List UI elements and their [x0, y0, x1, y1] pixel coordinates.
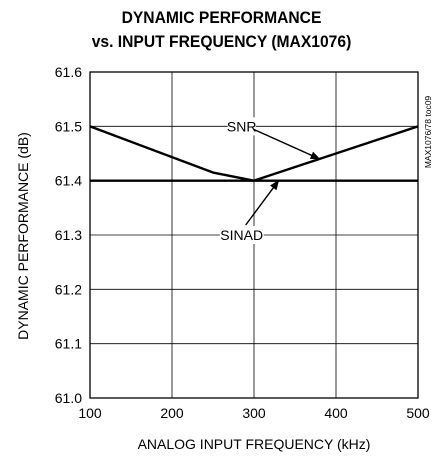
tick-labels: 100 200 300 400 500 61.0 61.1 61.2 61.3 61.4 61.5 6… [55, 64, 430, 421]
x-tick-label-3: 400 [324, 405, 348, 421]
chart-title-line-2: vs. INPUT FREQUENCY (MAX1076) [91, 32, 352, 51]
x-tick-label-2: 300 [242, 405, 266, 421]
y-tick-label-0: 61.0 [55, 390, 82, 406]
y-tick-label-5: 61.5 [55, 118, 82, 134]
x-axis-label: ANALOG INPUT FREQUENCY (kHz) [138, 436, 371, 452]
watermark-code: MAX1076/78 toc09 [423, 96, 433, 169]
annotations: SNR SINAD [219, 117, 321, 244]
annotation-bg-sinad [219, 226, 264, 244]
annotation-arrow-snr [253, 128, 321, 160]
chart-title-line-1: DYNAMIC PERFORMANCE [121, 8, 322, 27]
x-tick-label-1: 200 [160, 405, 184, 421]
x-tick-label-0: 100 [78, 405, 102, 421]
y-tick-label-4: 61.4 [55, 173, 82, 189]
annotation-bg-snr [227, 117, 256, 136]
plot-frame [89, 71, 419, 399]
y-axis-label: DYNAMIC PERFORMANCE (dB) [15, 132, 31, 340]
annotation-label-snr: SNR [227, 118, 257, 134]
series-line-snr [89, 125, 419, 182]
y-tick-label-3: 61.3 [55, 227, 82, 243]
annotation-arrow-sinad [245, 179, 280, 226]
y-tick-label-1: 61.1 [55, 336, 82, 352]
series-lines [89, 125, 419, 182]
y-tick-label-2: 61.2 [55, 281, 82, 297]
annotation-label-sinad: SINAD [220, 227, 263, 243]
y-tick-label-6: 61.6 [55, 64, 82, 80]
x-tick-label-4: 500 [406, 405, 430, 421]
